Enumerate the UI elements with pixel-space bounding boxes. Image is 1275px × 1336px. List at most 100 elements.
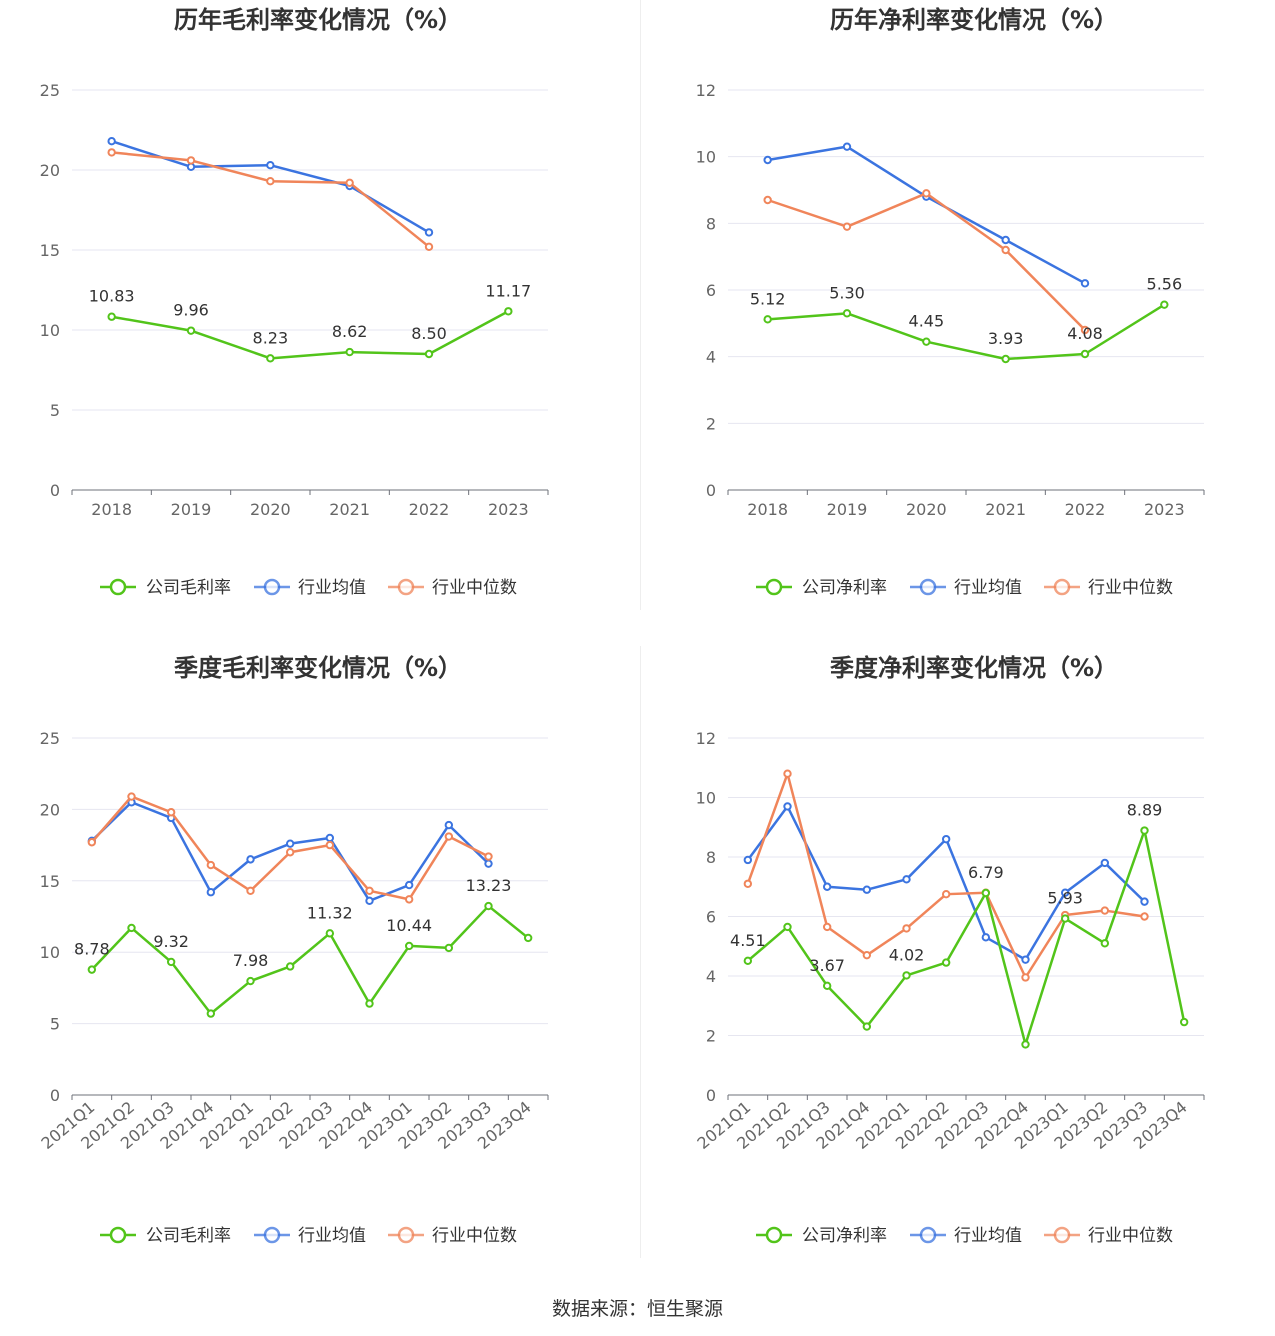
y-tick-label: 6: [706, 908, 716, 927]
series-line: [90, 795, 490, 901]
y-tick-label: 12: [696, 729, 716, 748]
legend-marker-icon: [109, 578, 127, 596]
x-tick-label: 2019: [827, 500, 868, 519]
chart-title: 季度净利率变化情况（%）: [830, 654, 1118, 682]
data-point: [1001, 354, 1010, 364]
x-tick-label: 2018: [747, 500, 788, 519]
chart-annual-net-margin: 历年净利率变化情况（%） 0 2 4 6 8 10 12 2018 2019 2020 2021 202…: [656, 0, 1275, 640]
data-point: [107, 312, 116, 321]
chart-quarterly-gross-margin: 季度毛利率变化情况（%） 0 5 10 15 20 25 2021Q1 2021Q2 2021Q3…: [0, 648, 637, 1288]
data-point: [127, 923, 136, 933]
y-tick-label: 10: [696, 789, 716, 808]
data-label: 8.89: [1127, 801, 1163, 820]
legend-item: 行业中位数: [388, 1226, 517, 1246]
data-point: [783, 802, 792, 811]
y-tick-label: 10: [40, 321, 60, 340]
data-label: 5.30: [829, 283, 865, 302]
data-label: 11.32: [307, 903, 353, 922]
data-source: 数据来源：恒生聚源: [551, 1298, 723, 1320]
data-point: [763, 155, 772, 165]
legend-label: 公司毛利率: [146, 1226, 231, 1246]
y-tick-label: 10: [40, 943, 60, 962]
series-line: [746, 805, 1146, 961]
y-tick-label: 2: [706, 1027, 716, 1046]
data-point: [941, 958, 951, 967]
x-tick-label: 2021: [329, 500, 370, 519]
series-line: [111, 140, 430, 234]
chart-svg: 历年毛利率变化情况（%） 0 5 10 15 20 25 2018 2019 2020 2021 20…: [40, 6, 549, 598]
legend-item: 行业均值: [254, 578, 366, 598]
panel-divider-bottom: [640, 646, 641, 1258]
legend-item: 行业均值: [910, 1226, 1022, 1246]
data-point: [1100, 906, 1110, 915]
data-point: [743, 855, 753, 865]
legend-label: 行业中位数: [1088, 1226, 1173, 1246]
legend-marker-icon: [397, 1226, 415, 1244]
data-point: [1021, 955, 1030, 964]
y-tick-label: 10: [696, 148, 716, 167]
series-line: [767, 192, 1086, 331]
data-point: [325, 833, 335, 843]
data-point: [1060, 914, 1070, 923]
data-label: 4.08: [1067, 324, 1103, 343]
data-point: [424, 228, 434, 237]
x-tick-label: 2020: [906, 500, 947, 519]
data-point: [1160, 300, 1169, 309]
data-label: 8.23: [253, 328, 289, 347]
x-tick-label: 2020: [250, 500, 291, 519]
series-line: [767, 303, 1165, 361]
data-point: [862, 950, 872, 960]
data-label: 6.79: [968, 863, 1004, 882]
data-point: [424, 349, 434, 359]
data-point: [1021, 973, 1030, 982]
data-point: [206, 888, 216, 897]
data-point: [1060, 888, 1070, 897]
data-point: [325, 840, 335, 850]
legend-marker-icon: [263, 578, 281, 596]
data-point: [166, 808, 176, 817]
legend-item: 行业均值: [254, 1226, 366, 1246]
data-point: [743, 879, 753, 888]
data-point: [822, 882, 832, 891]
y-tick-label: 0: [50, 481, 60, 500]
data-point: [862, 885, 872, 894]
y-tick-label: 0: [50, 1086, 60, 1105]
data-point: [246, 855, 255, 864]
data-point: [981, 888, 991, 898]
legend-marker-icon: [919, 578, 937, 596]
chart-svg: 季度毛利率变化情况（%）05101520252021Q12021Q22021Q3…: [38, 654, 549, 1246]
legend-item: 行业中位数: [1044, 578, 1173, 598]
x-tick-label: 2023: [488, 500, 529, 519]
data-point: [444, 832, 454, 841]
y-tick-label: 5: [50, 1015, 60, 1034]
data-point: [484, 852, 493, 861]
legend-item: 公司净利率: [756, 578, 887, 598]
data-point: [345, 178, 354, 188]
data-point: [941, 889, 951, 899]
legend-marker-icon: [109, 1226, 127, 1244]
data-point: [783, 769, 792, 778]
data-point: [1080, 325, 1090, 335]
legend-label: 行业均值: [954, 578, 1022, 598]
data-label: 10.44: [386, 916, 432, 935]
data-point: [902, 924, 911, 933]
y-tick-label: 0: [706, 1086, 716, 1105]
data-point: [842, 142, 852, 151]
legend-label: 行业中位数: [1088, 578, 1173, 598]
data-point: [922, 337, 931, 346]
data-point: [763, 315, 772, 324]
data-label: 13.23: [466, 876, 512, 895]
data-label: 8.50: [411, 324, 447, 343]
x-tick-label: 2022: [1065, 500, 1106, 519]
legend-label: 行业中位数: [432, 578, 517, 598]
data-point: [404, 895, 414, 904]
data-point: [444, 943, 454, 953]
data-point: [822, 981, 832, 991]
x-tick-label: 2018: [91, 500, 132, 519]
y-tick-label: 8: [706, 214, 716, 233]
series-line: [747, 829, 1186, 1046]
data-point: [484, 901, 493, 911]
y-tick-label: 2: [706, 414, 716, 433]
legend-marker-icon: [765, 578, 783, 596]
y-tick-label: 25: [40, 729, 60, 748]
